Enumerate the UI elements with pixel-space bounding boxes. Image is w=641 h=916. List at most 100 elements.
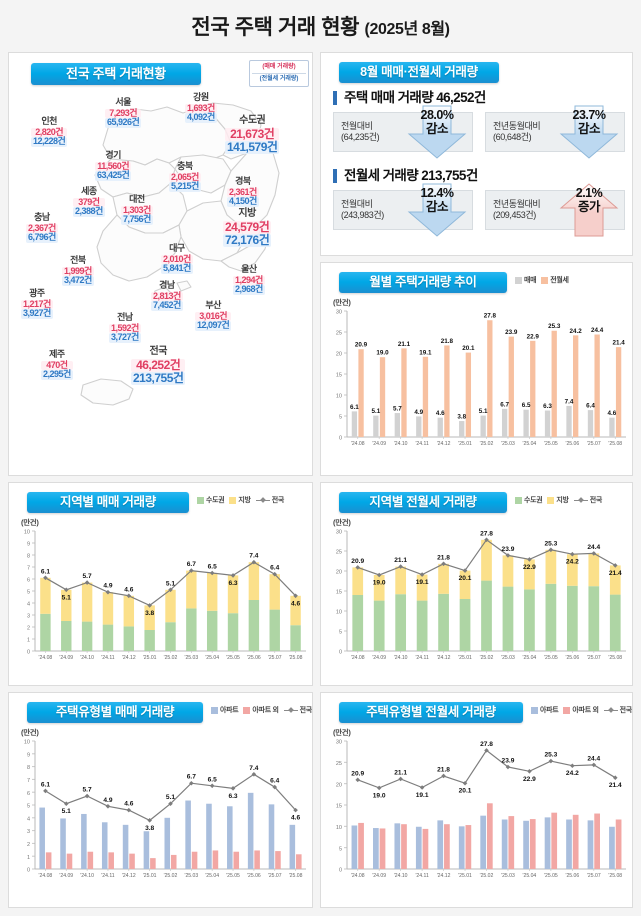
chart-plot-rent-region: 0 5 10 15 20 25 30 20.9 19.0 21.1 19.1 21.8 20.1 27.8… [321, 483, 634, 685]
region-label-수도권: 수도권 21,673건 141,579건 [225, 115, 280, 154]
legend-line-marker [573, 497, 588, 504]
page-title-period: (2025년 8월) [364, 21, 450, 38]
svg-text:4: 4 [27, 602, 30, 608]
svg-text:'25.07: '25.07 [587, 873, 601, 879]
svg-text:'24.08: '24.08 [351, 441, 365, 447]
chart-legend-sale-region: 수도권 지방 전국 [197, 495, 284, 505]
stat-base-value: (209,453건) [493, 210, 536, 220]
page-title-main: 전국 주택 거래 현황 [191, 16, 360, 39]
stat-change-pct: 23.7% [572, 108, 606, 122]
svg-text:6.4: 6.4 [270, 778, 279, 785]
svg-text:6.7: 6.7 [187, 561, 196, 568]
stat-compare-label: 전년동월대비 [493, 198, 541, 209]
region-sale-count: 21,673건 [225, 127, 280, 141]
svg-text:4.9: 4.9 [414, 409, 423, 416]
legend-label: 아파트 외 [252, 707, 279, 714]
svg-text:'25.02: '25.02 [480, 441, 494, 447]
svg-text:5: 5 [27, 804, 30, 810]
svg-text:30: 30 [336, 310, 342, 316]
legend-swatch [547, 496, 555, 504]
svg-text:0: 0 [27, 868, 30, 874]
region-rent-count: 12,228건 [31, 136, 68, 148]
svg-text:25.3: 25.3 [544, 540, 557, 547]
svg-text:3.8: 3.8 [145, 825, 154, 832]
svg-text:21.4: 21.4 [609, 782, 622, 789]
stats-headline-1: 전월세 거래량 213,755건 [333, 169, 478, 183]
region-name: 수도권 [239, 115, 266, 126]
svg-text:'24.11: '24.11 [415, 655, 429, 661]
legend-item-수도권: 수도권 [197, 495, 225, 505]
svg-text:'24.10: '24.10 [80, 873, 94, 879]
svg-text:10: 10 [336, 825, 342, 831]
svg-text:27.8: 27.8 [480, 530, 493, 537]
svg-text:5.1: 5.1 [371, 408, 380, 415]
region-sale-count: 2,361건 [227, 186, 259, 198]
svg-text:27.8: 27.8 [480, 741, 493, 748]
svg-text:21.8: 21.8 [437, 766, 450, 773]
legend-item-아파트: 아파트 [211, 705, 239, 715]
region-name: 제주 [49, 349, 65, 359]
chart-unit-label-sale-type: (만건) [21, 728, 39, 737]
arrow-up-1-1: 2.1% 증가 [559, 182, 619, 238]
map-panel: 전국 주택 거래현황 (매매 거래량) (전월세 거래량) [8, 52, 313, 476]
legend-item-아파트 외: 아파트 외 [563, 705, 599, 715]
chart-card-rent-by-type: 주택유형별 전월세 거래량 아파트 아파트 외 전국 (만건) 0 5 10 15 20 25 30 2… [320, 692, 633, 908]
svg-text:4.9: 4.9 [103, 583, 112, 590]
region-rent-count: 3,727건 [109, 332, 141, 344]
svg-text:'25.07: '25.07 [268, 655, 282, 661]
svg-text:3.8: 3.8 [145, 610, 154, 617]
svg-text:1: 1 [27, 855, 30, 861]
svg-text:'25.04: '25.04 [205, 655, 219, 661]
legend-label: 아파트 [540, 707, 559, 714]
region-sale-count: 1,294건 [233, 274, 265, 286]
stat-compare-label: 전년동월대비 [493, 120, 541, 131]
region-label-인천: 인천 2,820건 12,228건 [31, 116, 68, 148]
svg-text:'25.04: '25.04 [523, 873, 537, 879]
region-name: 대구 [169, 243, 185, 253]
svg-text:2: 2 [27, 626, 30, 632]
legend-swatch [243, 706, 251, 714]
chart-unit-label-sale-region: (만건) [21, 518, 39, 527]
map-panel-header: 전국 주택 거래현황 [31, 63, 201, 85]
legend-item-수도권: 수도권 [515, 495, 543, 505]
svg-text:5.1: 5.1 [62, 594, 71, 601]
region-sale-count: 379건 [73, 197, 105, 208]
svg-text:6.7: 6.7 [500, 401, 509, 408]
svg-text:6.3: 6.3 [228, 793, 237, 800]
legend-label: 수도권 [206, 497, 225, 504]
svg-text:6.5: 6.5 [522, 402, 531, 409]
svg-text:23.9: 23.9 [502, 758, 515, 765]
region-label-대전: 대전 1,303건 7,756건 [121, 194, 153, 226]
svg-text:4: 4 [27, 816, 30, 822]
svg-text:4.6: 4.6 [124, 586, 133, 593]
legend-swatch [229, 496, 237, 504]
legend-label: 전국 [271, 497, 285, 504]
svg-text:'24.10: '24.10 [394, 873, 408, 879]
svg-text:'25.03: '25.03 [184, 873, 198, 879]
svg-text:0: 0 [339, 436, 342, 442]
svg-text:4.6: 4.6 [124, 801, 133, 808]
region-name: 전북 [70, 255, 86, 265]
svg-text:'25.06: '25.06 [247, 873, 261, 879]
svg-text:'25.08: '25.08 [289, 873, 303, 879]
chart-unit-label-rent-type: (만건) [333, 728, 351, 737]
legend-item-아파트: 아파트 [531, 705, 559, 715]
arrow-down-0-1: 23.7% 감소 [559, 104, 619, 160]
svg-text:'25.08: '25.08 [608, 655, 622, 661]
region-rent-count: 7,452건 [151, 300, 183, 312]
stat-change-dir: 감소 [577, 122, 601, 136]
svg-text:'24.10: '24.10 [80, 655, 94, 661]
legend-item-전국: 전국 [573, 495, 602, 505]
stat-change-text: 23.7% 감소 [559, 108, 619, 136]
stat-change-text: 28.0% 감소 [407, 108, 467, 136]
svg-text:20.1: 20.1 [462, 345, 475, 352]
region-sale-count: 1,217건 [21, 298, 53, 310]
legend-label: 지방 [238, 497, 251, 504]
svg-text:'24.08: '24.08 [39, 873, 53, 879]
svg-text:0: 0 [339, 650, 342, 656]
svg-text:24.4: 24.4 [591, 327, 604, 334]
chart-unit-label-trend: (만건) [333, 298, 351, 307]
svg-text:'25.03: '25.03 [501, 873, 515, 879]
region-rent-count: 6,796건 [26, 232, 58, 244]
